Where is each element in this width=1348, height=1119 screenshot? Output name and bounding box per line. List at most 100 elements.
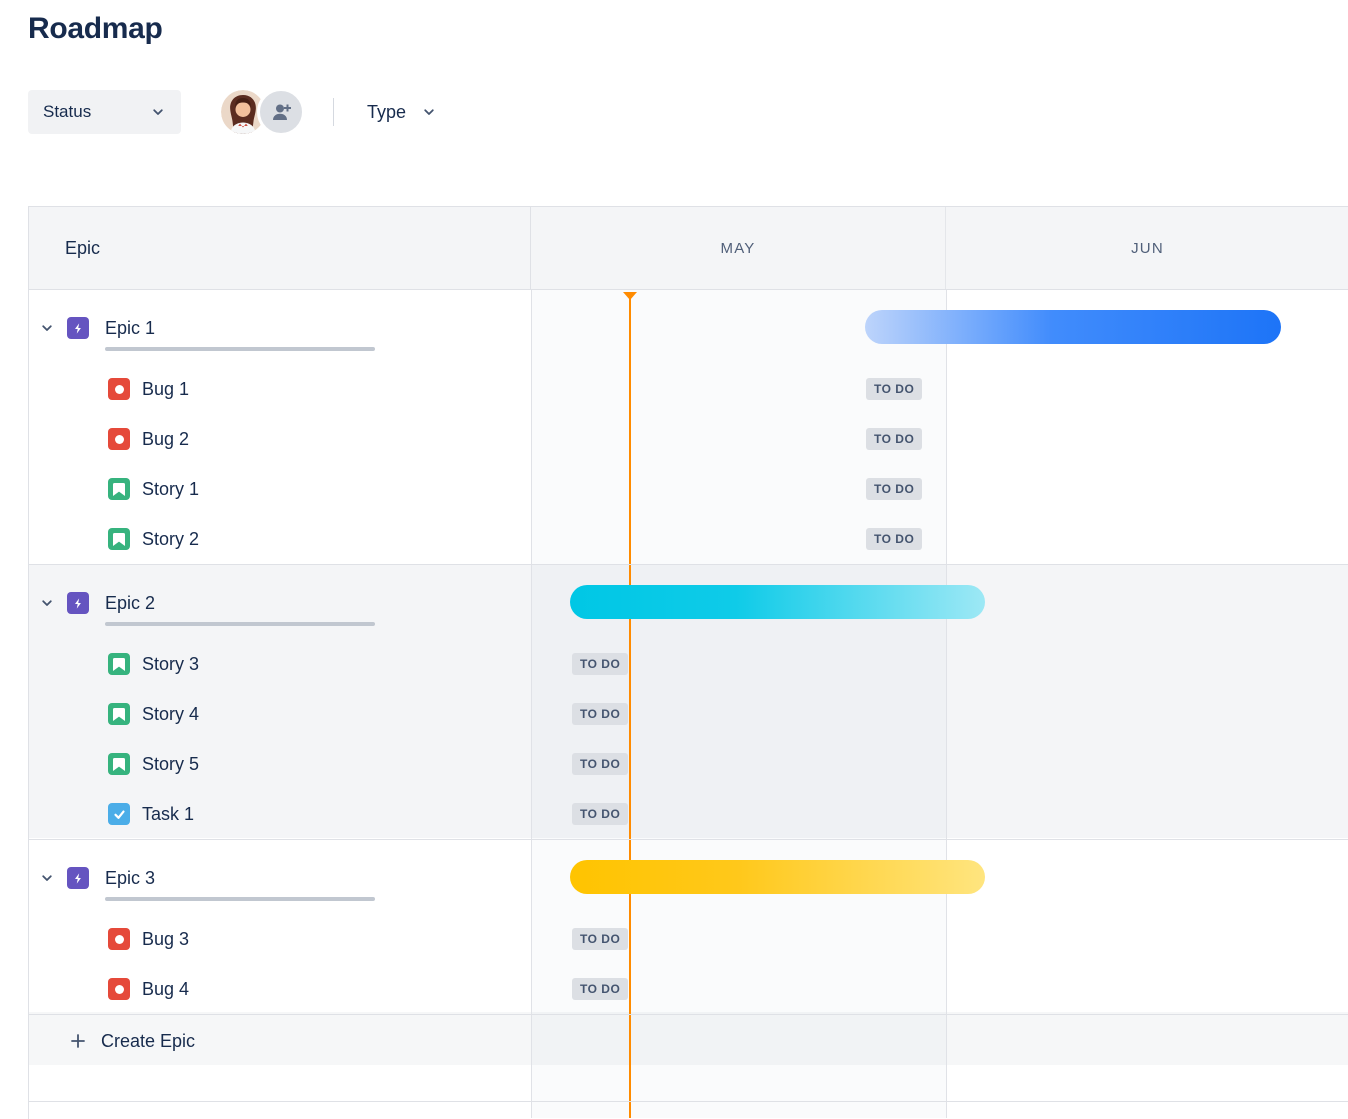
epic-progress-bar — [105, 897, 375, 901]
type-filter-label: Type — [367, 101, 407, 122]
timeline-cell — [531, 1015, 1348, 1067]
epic-cell: Epic 1 — [29, 290, 531, 364]
create-epic-button[interactable]: Create Epic — [29, 1015, 531, 1067]
issue-row[interactable]: Bug 4 TO DO — [29, 964, 1348, 1014]
timeline-cell: TO DO — [531, 689, 1348, 739]
status-badge: TO DO — [572, 653, 629, 675]
status-badge: TO DO — [572, 803, 629, 825]
page-title: Roadmap — [28, 12, 163, 45]
timeline-body: Epic 1 Bug 1 — [29, 290, 1348, 1118]
story-icon — [108, 653, 130, 675]
create-epic-row[interactable]: Create Epic — [29, 1015, 1348, 1067]
issue-row[interactable]: Task 1 TO DO — [29, 789, 1348, 839]
status-badge: TO DO — [866, 528, 923, 550]
issue-cell: Bug 2 — [29, 414, 531, 464]
issue-label: Story 3 — [142, 654, 200, 674]
assignee-avatar-group — [221, 88, 305, 136]
timeline-cell: TO DO — [531, 964, 1348, 1014]
issue-cell: Story 1 — [29, 464, 531, 514]
month-header-jun: JUN — [1131, 239, 1164, 257]
timeline-cell: TO DO — [531, 789, 1348, 839]
epic-progress-bar — [105, 347, 375, 351]
timeline-cell: TO DO — [531, 739, 1348, 789]
issue-row[interactable]: Bug 2 TO DO — [29, 414, 1348, 464]
rows-container: Epic 1 Bug 1 — [29, 290, 1348, 1067]
issue-row[interactable]: Story 3 TO DO — [29, 639, 1348, 689]
issue-label: Bug 2 — [142, 429, 190, 449]
epic-cell: Epic 2 — [29, 565, 531, 639]
epic-icon — [67, 592, 89, 614]
epic-row[interactable]: Epic 1 — [29, 290, 1348, 364]
roadmap-page: Roadmap Status — [0, 12, 1348, 1119]
issue-cell: Task 1 — [29, 789, 531, 839]
status-filter-label: Status — [43, 102, 92, 121]
person-plus-icon — [273, 104, 291, 120]
issue-row[interactable]: Story 4 TO DO — [29, 689, 1348, 739]
epic-3-timeline-bar[interactable] — [570, 860, 985, 894]
story-icon — [108, 528, 130, 550]
timeline-cell: TO DO — [531, 514, 1348, 564]
epic-meta: Epic 1 — [105, 290, 375, 364]
issue-label: Story 4 — [142, 704, 200, 724]
status-badge: TO DO — [866, 478, 923, 500]
timeline-cell — [531, 290, 1348, 364]
epic-label: Epic 1 — [105, 318, 156, 338]
timeline-cell: TO DO — [531, 464, 1348, 514]
epic-1-section: Epic 1 Bug 1 — [29, 290, 1348, 565]
create-epic-label: Create Epic — [101, 1030, 196, 1051]
epic-2-section: Epic 2 Story 3 — [29, 565, 1348, 840]
issue-label: Bug 4 — [142, 979, 190, 999]
chevron-down-icon — [421, 104, 437, 120]
status-badge: TO DO — [572, 753, 629, 775]
timeline-cell: TO DO — [531, 639, 1348, 689]
story-icon — [108, 703, 130, 725]
month-header-may: MAY — [531, 207, 946, 289]
status-badge: TO DO — [572, 928, 629, 950]
issue-row[interactable]: Bug 3 TO DO — [29, 914, 1348, 964]
chevron-down-icon[interactable] — [39, 870, 55, 886]
issue-label: Bug 1 — [142, 379, 190, 399]
issue-cell: Bug 1 — [29, 364, 531, 414]
timeline-cell — [531, 565, 1348, 639]
status-filter-dropdown[interactable]: Status — [28, 90, 181, 134]
status-badge: TO DO — [572, 703, 629, 725]
epic-icon — [67, 867, 89, 889]
issue-row[interactable]: Story 2 TO DO — [29, 514, 1348, 564]
epic-3-section: Epic 3 Bug 3 — [29, 840, 1348, 1015]
epic-icon — [67, 317, 89, 339]
chevron-down-icon[interactable] — [39, 320, 55, 336]
epic-meta: Epic 3 — [105, 840, 375, 914]
plus-icon — [69, 1032, 87, 1050]
issue-label: Story 5 — [142, 754, 200, 774]
timeline-cell: TO DO — [531, 914, 1348, 964]
issue-row[interactable]: Bug 1 TO DO — [29, 364, 1348, 414]
timeline-cell: TO DO — [531, 414, 1348, 464]
bug-icon — [108, 978, 130, 1000]
bug-icon — [108, 378, 130, 400]
epic-2-timeline-bar[interactable] — [570, 585, 985, 619]
epic-label: Epic 3 — [105, 868, 156, 888]
epic-row[interactable]: Epic 2 — [29, 565, 1348, 639]
issue-row[interactable]: Story 5 TO DO — [29, 739, 1348, 789]
status-badge: TO DO — [866, 428, 923, 450]
status-badge: TO DO — [866, 378, 923, 400]
add-people-button[interactable] — [257, 88, 305, 136]
chevron-down-icon[interactable] — [39, 595, 55, 611]
type-filter-dropdown[interactable]: Type — [361, 101, 443, 124]
may-jun-divider — [946, 290, 947, 1118]
issue-label: Story 1 — [142, 479, 200, 499]
story-icon — [108, 478, 130, 500]
epic-1-timeline-bar[interactable] — [865, 310, 1281, 344]
bug-icon — [108, 928, 130, 950]
today-line — [629, 293, 631, 1118]
issue-cell: Story 2 — [29, 514, 531, 564]
bug-icon — [108, 428, 130, 450]
toolbar-divider — [333, 98, 334, 126]
epic-cell: Epic 3 — [29, 840, 531, 914]
issue-row[interactable]: Story 1 TO DO — [29, 464, 1348, 514]
epic-row[interactable]: Epic 3 — [29, 840, 1348, 914]
epic-timeline-divider — [531, 290, 532, 1118]
issue-cell: Story 5 — [29, 739, 531, 789]
issue-label: Story 2 — [142, 529, 200, 549]
task-icon — [108, 803, 130, 825]
